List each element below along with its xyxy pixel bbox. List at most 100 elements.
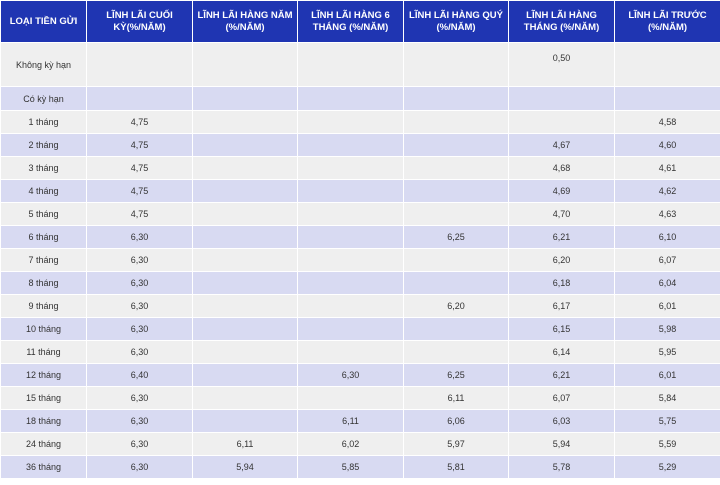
annual-cell [192,156,298,180]
term-cell: 3 tháng [0,156,87,180]
end-of-term-cell: 6,30 [86,409,193,433]
end-of-term-cell: 6,30 [86,386,193,410]
end-of-term-cell [86,86,193,111]
semiannual-cell [297,42,404,87]
annual-cell [192,386,298,410]
annual-cell [192,248,298,272]
monthly-cell: 5,78 [508,455,615,479]
annual-cell [192,86,298,111]
upfront-cell: 5,29 [614,455,720,479]
end-of-term-cell: 6,30 [86,432,193,456]
annual-cell [192,271,298,295]
end-of-term-cell: 4,75 [86,156,193,180]
header-end-of-term: LĨNH LÃI CUỐI KỲ(%/NĂM) [86,0,193,43]
quarterly-cell [403,340,509,364]
quarterly-cell [403,179,509,203]
semiannual-cell [297,86,404,111]
annual-cell [192,225,298,249]
semiannual-cell [297,110,404,134]
upfront-cell: 5,75 [614,409,720,433]
term-cell: 10 tháng [0,317,87,341]
term-cell: 11 tháng [0,340,87,364]
end-of-term-cell [86,42,193,87]
annual-cell: 6,11 [192,432,298,456]
end-of-term-cell: 6,30 [86,340,193,364]
quarterly-cell [403,248,509,272]
term-cell: 7 tháng [0,248,87,272]
annual-cell [192,42,298,87]
upfront-cell: 6,01 [614,294,720,318]
monthly-cell: 4,68 [508,156,615,180]
semiannual-cell [297,225,404,249]
annual-cell [192,340,298,364]
semiannual-cell [297,156,404,180]
term-cell: 36 tháng [0,455,87,479]
term-cell: 18 tháng [0,409,87,433]
table-row: 12 tháng 6,40 6,30 6,25 6,21 6,01 [0,363,720,387]
table-row: 4 tháng 4,75 4,69 4,62 [0,179,720,203]
header-quarterly: LĨNH LÃI HÀNG QUÝ (%/NĂM) [403,0,509,43]
table-row: Không kỳ hạn 0,50 [0,42,720,87]
term-cell: 12 tháng [0,363,87,387]
semiannual-cell [297,133,404,157]
monthly-cell: 6,21 [508,363,615,387]
header-row: LOẠI TIỀN GỬI LĨNH LÃI CUỐI KỲ(%/NĂM) LĨ… [0,0,720,43]
header-semiannual: LĨNH LÃI HÀNG 6 THÁNG (%/NĂM) [297,0,404,43]
table-header: LOẠI TIỀN GỬI LĨNH LÃI CUỐI KỲ(%/NĂM) LĨ… [0,0,720,43]
quarterly-cell: 6,25 [403,225,509,249]
annual-cell [192,179,298,203]
semiannual-cell: 6,11 [297,409,404,433]
upfront-cell: 4,60 [614,133,720,157]
term-cell: 5 tháng [0,202,87,226]
table-row: 1 tháng 4,75 4,58 [0,110,720,134]
semiannual-cell [297,317,404,341]
upfront-cell: 6,07 [614,248,720,272]
header-monthly: LĨNH LÃI HÀNG THÁNG (%/NĂM) [508,0,615,43]
table-row: 2 tháng 4,75 4,67 4,60 [0,133,720,157]
upfront-cell [614,86,720,111]
upfront-cell: 5,59 [614,432,720,456]
end-of-term-cell: 4,75 [86,133,193,157]
annual-cell [192,317,298,341]
monthly-cell: 6,07 [508,386,615,410]
term-cell: 24 tháng [0,432,87,456]
end-of-term-cell: 6,40 [86,363,193,387]
term-cell: 2 tháng [0,133,87,157]
table-row: 9 tháng 6,30 6,20 6,17 6,01 [0,294,720,318]
annual-cell [192,294,298,318]
semiannual-cell [297,248,404,272]
annual-cell: 5,94 [192,455,298,479]
monthly-cell: 6,21 [508,225,615,249]
table-row: 36 tháng 6,30 5,94 5,85 5,81 5,78 5,29 [0,455,720,479]
end-of-term-cell: 6,30 [86,248,193,272]
quarterly-cell [403,110,509,134]
semiannual-cell [297,271,404,295]
quarterly-cell: 6,20 [403,294,509,318]
upfront-cell: 5,84 [614,386,720,410]
term-cell: 9 tháng [0,294,87,318]
term-cell: 1 tháng [0,110,87,134]
semiannual-cell: 6,02 [297,432,404,456]
upfront-cell: 4,63 [614,202,720,226]
table-row: 11 tháng 6,30 6,14 5,95 [0,340,720,364]
header-annual: LĨNH LÃI HÀNG NĂM (%/NĂM) [192,0,298,43]
monthly-cell: 0,50 [508,42,615,87]
term-cell: Có kỳ hạn [0,86,87,111]
upfront-cell: 4,61 [614,156,720,180]
table-row: 10 tháng 6,30 6,15 5,98 [0,317,720,341]
quarterly-cell: 6,06 [403,409,509,433]
term-cell: 4 tháng [0,179,87,203]
end-of-term-cell: 4,75 [86,110,193,134]
table-row: 8 tháng 6,30 6,18 6,04 [0,271,720,295]
quarterly-cell [403,42,509,87]
end-of-term-cell: 6,30 [86,271,193,295]
monthly-cell: 6,14 [508,340,615,364]
header-upfront: LĨNH LÃI TRƯỚC (%/NĂM) [614,0,720,43]
annual-cell [192,202,298,226]
upfront-cell: 6,01 [614,363,720,387]
quarterly-cell: 5,97 [403,432,509,456]
end-of-term-cell: 4,75 [86,179,193,203]
monthly-cell: 6,18 [508,271,615,295]
quarterly-cell: 6,11 [403,386,509,410]
